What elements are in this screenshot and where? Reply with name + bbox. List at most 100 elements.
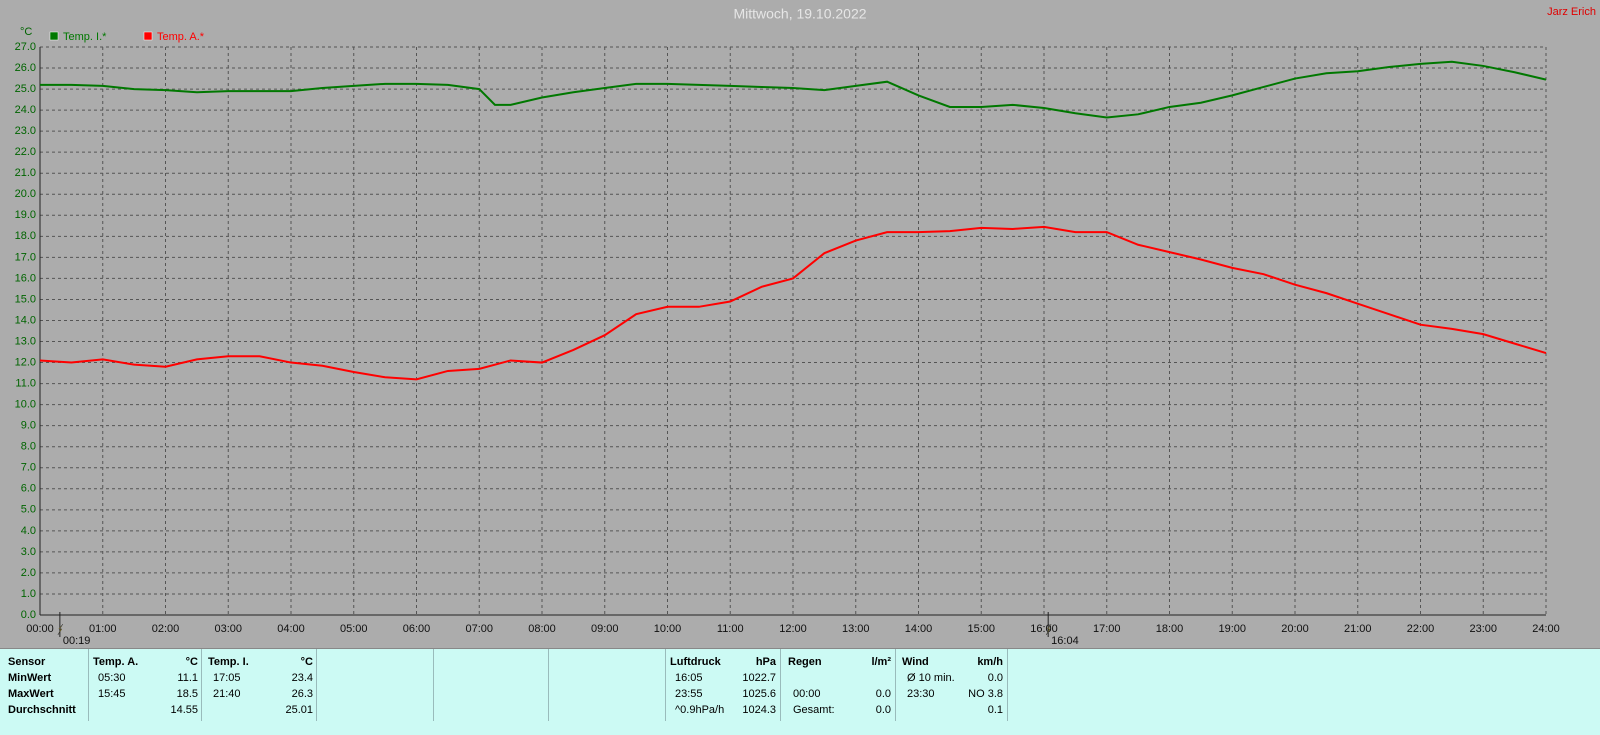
x-tick-label: 18:00 xyxy=(1156,623,1184,635)
table-cell: 17:05 xyxy=(213,672,241,684)
marker-label: 00:19 xyxy=(63,635,91,647)
y-tick-label: 25.0 xyxy=(15,83,36,95)
table-cell: hPa xyxy=(755,656,776,668)
y-tick-label: 10.0 xyxy=(15,399,36,411)
column-separator xyxy=(201,649,202,721)
table-cell: 1024.3 xyxy=(742,704,776,716)
x-tick-label: 05:00 xyxy=(340,623,368,635)
table-cell: 00:00 xyxy=(793,688,821,700)
chart-title: Mittwoch, 19.10.2022 xyxy=(733,6,866,22)
x-tick-label: 04:00 xyxy=(277,623,305,635)
x-tick-label: 02:00 xyxy=(152,623,180,635)
y-tick-label: 26.0 xyxy=(15,62,36,74)
table-cell: 1025.6 xyxy=(742,688,776,700)
table-cell: 23:30 xyxy=(907,688,935,700)
x-tick-label: 20:00 xyxy=(1281,623,1309,635)
legend-swatch xyxy=(49,31,59,41)
column-separator xyxy=(88,649,89,721)
table-cell: 25.01 xyxy=(285,704,313,716)
table-cell: Regen xyxy=(788,656,822,668)
table-cell: 15:45 xyxy=(98,688,126,700)
table-cell: Sensor xyxy=(8,656,46,668)
table-cell: 16:05 xyxy=(675,672,703,684)
table-cell: 23:55 xyxy=(675,688,703,700)
table-cell: Temp. I. xyxy=(208,656,249,668)
y-tick-label: 23.0 xyxy=(15,125,36,137)
x-tick-label: 07:00 xyxy=(465,623,493,635)
x-tick-label: 10:00 xyxy=(654,623,682,635)
marker-icon xyxy=(1045,623,1052,636)
y-tick-label: 19.0 xyxy=(15,209,36,221)
table-cell: Gesamt: xyxy=(793,704,835,716)
table-cell: 05:30 xyxy=(98,672,126,684)
x-tick-label: 13:00 xyxy=(842,623,870,635)
y-axis-label: °C xyxy=(20,26,32,38)
y-tick-label: 4.0 xyxy=(21,525,36,537)
y-tick-label: 6.0 xyxy=(21,483,36,495)
y-tick-label: 2.0 xyxy=(21,567,36,579)
y-tick-label: 17.0 xyxy=(15,251,36,263)
column-separator xyxy=(433,649,434,721)
y-tick-label: 7.0 xyxy=(21,462,36,474)
table-cell: 18.5 xyxy=(176,688,198,700)
x-tick-label: 09:00 xyxy=(591,623,619,635)
table-cell: km/h xyxy=(977,656,1003,668)
x-tick-label: 24:00 xyxy=(1532,623,1560,635)
x-tick-label: 01:00 xyxy=(89,623,117,635)
table-cell: l/m² xyxy=(871,656,891,668)
y-tick-label: 27.0 xyxy=(15,41,36,53)
table-cell: MinWert xyxy=(8,672,52,684)
table-cell: ^0.9hPa/h xyxy=(675,704,725,716)
chart: Mittwoch, 19.10.2022 Jarz Erich °C 0.0 1.… xyxy=(15,6,1596,647)
x-tick-label: 21:00 xyxy=(1344,623,1372,635)
x-tick-label: 23:00 xyxy=(1469,623,1497,635)
table-cell: 26.3 xyxy=(291,688,313,700)
table-cell: 23.4 xyxy=(291,672,313,684)
x-tick-label: 06:00 xyxy=(403,623,431,635)
table-cell: 0.1 xyxy=(987,704,1003,716)
table-cell: °C xyxy=(300,656,313,668)
series-line xyxy=(39,225,1547,381)
x-tick-label: 11:00 xyxy=(717,623,744,635)
legend-label: Temp. A.* xyxy=(157,31,205,43)
table-cell: NO 3.8 xyxy=(968,688,1003,700)
column-separator xyxy=(316,649,317,721)
y-tick-label: 15.0 xyxy=(15,293,36,305)
table-cell: 11.1 xyxy=(177,672,198,684)
x-tick-label: 16:00 xyxy=(1030,623,1058,635)
x-tick-label: 00:00 xyxy=(26,623,54,635)
table-cell: 0.0 xyxy=(987,672,1003,684)
y-tick-label: 1.0 xyxy=(21,588,36,600)
x-tick-label: 03:00 xyxy=(214,623,242,635)
y-tick-label: 18.0 xyxy=(15,230,36,242)
y-tick-label: 8.0 xyxy=(21,441,36,453)
y-tick-label: 3.0 xyxy=(21,546,36,558)
table-cell: Durchschnitt xyxy=(8,704,76,716)
author: Jarz Erich xyxy=(1547,6,1596,18)
column-separator xyxy=(780,649,781,721)
table-cell: Temp. A. xyxy=(93,656,139,668)
table-cell: 0.0 xyxy=(875,688,891,700)
y-tick-label: 21.0 xyxy=(15,167,36,179)
x-tick-label: 08:00 xyxy=(528,623,556,635)
x-tick-label: 15:00 xyxy=(967,623,995,635)
y-tick-label: 13.0 xyxy=(15,335,36,347)
y-tick-label: 0.0 xyxy=(21,609,36,621)
y-tick-label: 16.0 xyxy=(15,272,36,284)
x-tick-label: 17:00 xyxy=(1093,623,1121,635)
y-tick-label: 24.0 xyxy=(15,104,36,116)
table-cell: Ø 10 min. xyxy=(907,672,955,684)
y-tick-label: 9.0 xyxy=(21,420,36,432)
table-cell: 1022.7 xyxy=(742,672,776,684)
y-tick-label: 5.0 xyxy=(21,504,36,516)
y-tick-label: 12.0 xyxy=(15,356,36,368)
table-cell: °C xyxy=(185,656,198,668)
marker-label: 16:04 xyxy=(1051,635,1079,647)
table-cell: 0.0 xyxy=(875,704,891,716)
y-tick-label: 20.0 xyxy=(15,188,36,200)
x-tick-label: 14:00 xyxy=(905,623,933,635)
y-tick-label: 14.0 xyxy=(15,314,36,326)
column-separator xyxy=(548,649,549,721)
table-cell: MaxWert xyxy=(8,688,54,700)
